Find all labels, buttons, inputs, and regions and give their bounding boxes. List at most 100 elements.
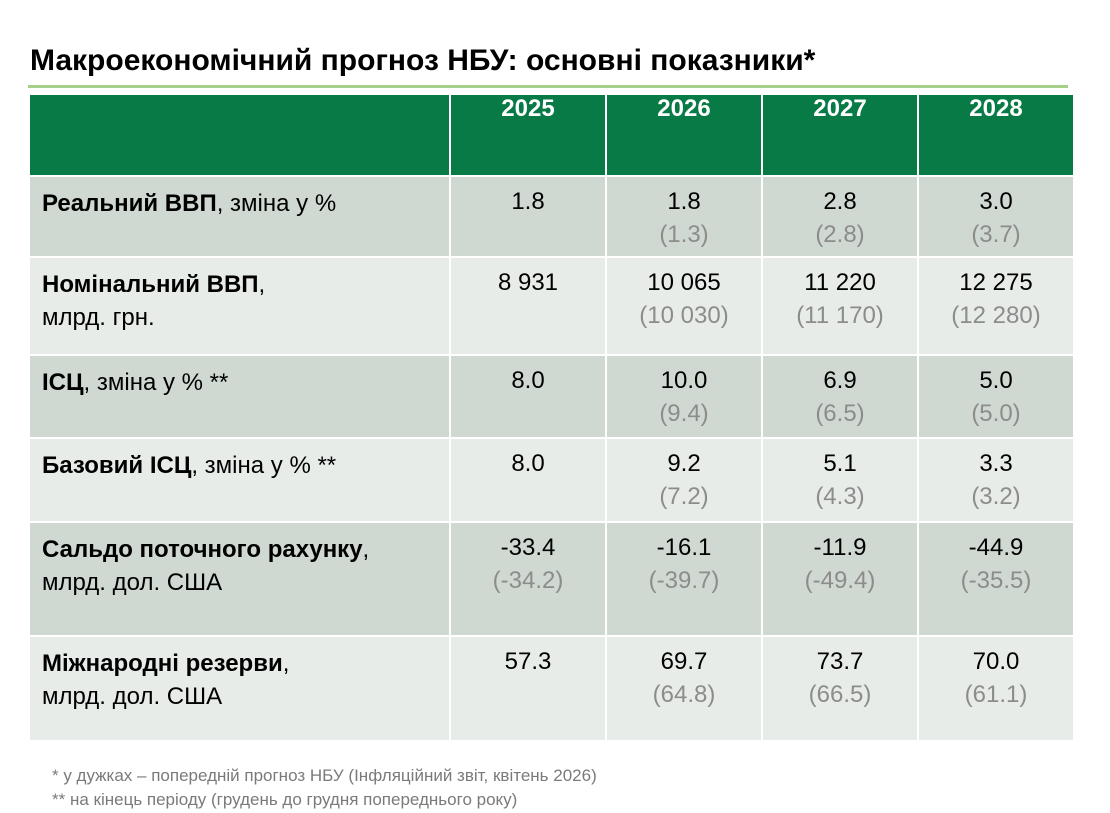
forecast-table: 2025 2026 2027 2028 Реальний ВВП, зміна … [28,93,1075,742]
table-cell: 10.0 (9.4) [605,354,763,439]
current-value: 57.3 [504,648,552,675]
row-label-bold: Номінальний ВВП [42,271,259,298]
previous-value: (4.3) [815,483,865,510]
title-underline [28,85,1068,88]
previous-value: (10 030) [639,302,729,329]
previous-value: (12 280) [951,302,1041,329]
table-cell: 2.8 (2.8) [761,175,919,258]
previous-value: (5.0) [971,400,1021,427]
table-cell: 73.7 (66.5) [761,635,919,742]
header-year: 2025 [449,93,607,177]
current-value: 9.2 [667,450,701,477]
current-value: 6.9 [823,367,857,394]
row-label-bold: Міжнародні резерви [42,650,283,677]
previous-value: (6.5) [815,400,865,427]
table-cell: -44.9 (-35.5) [917,521,1075,637]
table-row: Номінальний ВВП, млрд. грн. 8 931 10 065 (… [28,256,1075,356]
row-label-unit: млрд. дол. США [42,683,223,710]
table-cell: 3.0 (3.7) [917,175,1075,258]
current-value: 70.0 [972,648,1020,675]
table-cell: 8.0 [449,437,607,523]
table-cell: 1.8 [449,175,607,258]
current-value: -16.1 [656,534,712,561]
current-value: 1.8 [511,188,545,215]
table-row: Міжнародні резерви, млрд. дол. США 57.3 6… [28,635,1075,742]
row-label: Реальний ВВП, зміна у % [28,175,451,258]
row-label-rest: , [258,271,266,298]
current-value: 69.7 [660,648,708,675]
current-value: -33.4 [500,534,556,561]
header-year: 2028 [917,93,1075,177]
table-row: Сальдо поточного рахунку, млрд. дол. США … [28,521,1075,637]
previous-value: (9.4) [659,400,709,427]
row-label-rest: , [282,650,290,677]
current-value: 11 220 [804,269,876,296]
table-cell: 12 275 (12 280) [917,256,1075,356]
row-label: Сальдо поточного рахунку, млрд. дол. США [28,521,451,637]
header-year: 2027 [761,93,919,177]
table-cell: -16.1 (-39.7) [605,521,763,637]
current-value: 8 931 [497,269,559,296]
current-value: 8.0 [511,367,545,394]
current-value: 8.0 [511,450,545,477]
header-empty-cell [28,93,451,177]
table-cell: 5.0 (5.0) [917,354,1075,439]
table-cell: 11 220 (11 170) [761,256,919,356]
table-row: ІСЦ, зміна у % ** 8.0 10.0 (9.4) 6.9 (6.5)… [28,354,1075,439]
table-cell: 70.0 (61.1) [917,635,1075,742]
previous-value: (-49.4) [804,567,876,594]
current-value: 3.0 [979,188,1013,215]
current-value: 5.0 [979,367,1013,394]
table-cell: 3.3 (3.2) [917,437,1075,523]
current-value: -44.9 [968,534,1024,561]
previous-value: (11 170) [796,302,884,329]
row-label-rest: , зміна у % [216,190,337,217]
previous-value: (3.7) [971,221,1021,248]
table-cell: 8.0 [449,354,607,439]
table-cell: 5.1 (4.3) [761,437,919,523]
previous-value: (-34.2) [492,567,564,594]
table-cell: 1.8 (1.3) [605,175,763,258]
table-cell: 10 065 (10 030) [605,256,763,356]
previous-value: (61.1) [964,681,1028,708]
footnote-previous-forecast: * у дужках – попередній прогноз НБУ (Інф… [52,766,597,785]
page-title: Макроекономічний прогноз НБУ: основні по… [30,44,816,77]
current-value: 73.7 [816,648,864,675]
table-row: Реальний ВВП, зміна у % 1.8 1.8 (1.3) 2.8… [28,175,1075,258]
current-value: 3.3 [979,450,1013,477]
table-cell: 6.9 (6.5) [761,354,919,439]
row-label-unit: млрд. грн. [42,304,155,331]
previous-value: (1.3) [659,221,709,248]
table-header-row: 2025 2026 2027 2028 [28,93,1075,177]
row-label: Базовий ІСЦ, зміна у % ** [28,437,451,523]
row-label: Міжнародні резерви, млрд. дол. США [28,635,451,742]
footnote-end-of-period: ** на кінець періоду (грудень до грудня … [52,790,518,809]
previous-value: (-39.7) [648,567,720,594]
current-value: 2.8 [823,188,857,215]
current-value: -11.9 [813,534,867,561]
table-row: Базовий ІСЦ, зміна у % ** 8.0 9.2 (7.2) 5… [28,437,1075,523]
previous-value: (2.8) [815,221,865,248]
table-cell: 8 931 [449,256,607,356]
previous-value: (7.2) [659,483,709,510]
previous-value: (-35.5) [960,567,1032,594]
table-cell: -33.4 (-34.2) [449,521,607,637]
row-label-bold: Сальдо поточного рахунку [42,536,363,563]
table-cell: 9.2 (7.2) [605,437,763,523]
previous-value: (66.5) [808,681,872,708]
row-label-bold: Базовий ІСЦ [42,452,192,479]
current-value: 10.0 [660,367,708,394]
table-cell: 69.7 (64.8) [605,635,763,742]
current-value: 10 065 [647,269,721,296]
previous-value: (64.8) [652,681,716,708]
table-cell: 57.3 [449,635,607,742]
row-label: Номінальний ВВП, млрд. грн. [28,256,451,356]
table-cell: -11.9 (-49.4) [761,521,919,637]
header-year: 2026 [605,93,763,177]
previous-value: (3.2) [971,483,1021,510]
row-label: ІСЦ, зміна у % ** [28,354,451,439]
row-label-rest: , зміна у % ** [191,452,337,479]
row-label-bold: ІСЦ [42,369,84,396]
current-value: 12 275 [959,269,1033,296]
current-value: 5.1 [823,450,857,477]
